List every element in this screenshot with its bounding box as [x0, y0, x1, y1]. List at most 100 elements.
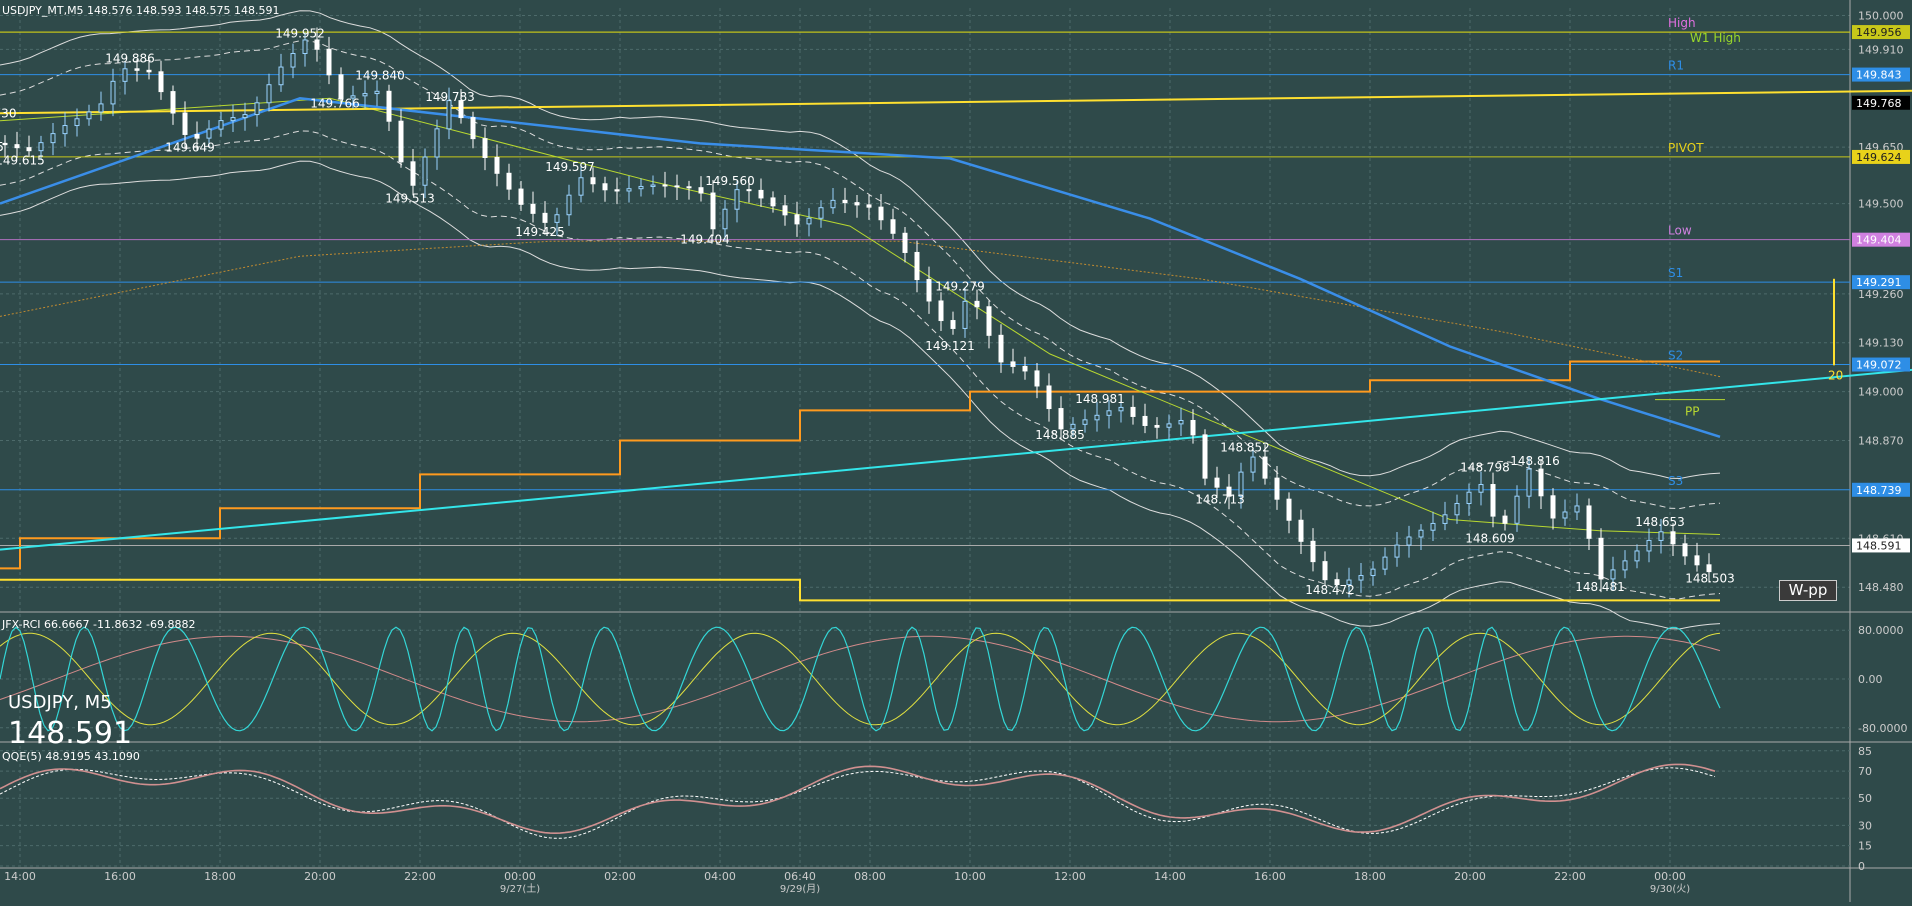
candle-body: [950, 320, 956, 329]
price-tag: [1852, 275, 1910, 290]
price-annotation: 148.816: [1510, 454, 1560, 468]
price-annotation: 149.560: [705, 174, 755, 188]
candle-body: [806, 217, 812, 225]
time-axis-tick: 12:00: [1054, 870, 1086, 883]
candle-body: [1262, 456, 1268, 479]
candle-body: [1130, 406, 1136, 417]
time-axis-date: 9/29(月): [780, 883, 820, 895]
candle-body: [938, 300, 944, 322]
candle-body: [410, 161, 416, 186]
price-axis-tick: 149.000: [1858, 386, 1904, 399]
rci-axis-tick: 80.0000: [1858, 624, 1904, 637]
candle-body: [1046, 385, 1052, 410]
qqe-line: [0, 763, 1716, 835]
candle-body: [854, 202, 860, 206]
candle-body: [290, 53, 296, 68]
price-tag-label: 149.404: [1856, 234, 1902, 247]
time-axis-date: 9/30(火): [1650, 883, 1690, 895]
trend-line-yellow: [0, 89, 1912, 115]
price-annotation: 148.713: [1195, 493, 1245, 507]
candle-body: [146, 69, 152, 73]
candle-body: [1430, 522, 1436, 531]
pivot-level-label: S1: [1668, 266, 1683, 280]
price-tag: [1852, 95, 1910, 110]
candle-body: [1106, 410, 1112, 416]
pivot-level-label: W1 High: [1690, 31, 1741, 45]
candle-body: [482, 138, 488, 158]
price-annotation: 149.649: [165, 141, 215, 155]
candle-body: [1478, 484, 1484, 493]
price-annotation: 148.609: [1465, 532, 1515, 546]
price-tag: [1852, 25, 1910, 40]
candle-body: [554, 214, 560, 223]
price-annotation: 149.615: [0, 153, 45, 167]
candle-body: [878, 206, 884, 221]
price-axis-tick: 149.260: [1858, 288, 1904, 301]
candle-body: [674, 185, 680, 188]
candle-body: [1466, 491, 1472, 505]
candle-body: [1238, 471, 1244, 497]
price-annotation: 148.472: [1305, 583, 1355, 597]
candle-body: [1658, 531, 1664, 541]
candle-body: [1202, 434, 1208, 479]
time-axis-tick: 16:00: [1254, 870, 1286, 883]
candle-body: [842, 199, 848, 204]
qqe-axis-tick: 70: [1858, 765, 1872, 778]
candle-body: [1694, 555, 1700, 566]
candle-body: [986, 306, 992, 336]
price-annotation: 148.503: [1685, 572, 1735, 586]
candle-body: [326, 48, 332, 76]
candle-body: [1682, 543, 1688, 557]
price-axis-tick: 148.870: [1858, 435, 1904, 448]
candle-body: [38, 142, 44, 152]
band-upper-inner: [0, 40, 1721, 510]
qqe-signal-line: [0, 767, 1716, 839]
price-tag-label: 149.072: [1856, 359, 1902, 372]
candle-body: [194, 133, 200, 139]
candle-body: [1562, 511, 1568, 519]
price-tag-label: 148.739: [1856, 484, 1902, 497]
candle-body: [998, 334, 1004, 363]
candle-body: [1286, 498, 1292, 521]
price-tag: [1852, 482, 1910, 497]
time-axis-tick: 04:00: [704, 870, 736, 883]
candle-body: [1490, 484, 1496, 517]
price-tag-label: 149.768: [1856, 97, 1902, 110]
candle-body: [794, 214, 800, 225]
ma-orange-dotted: [0, 240, 1721, 378]
candle-body: [590, 177, 596, 185]
price-annotation: 148.653: [1635, 515, 1685, 529]
candle-body: [1454, 503, 1460, 516]
step-line-yellow: [0, 578, 1720, 602]
candle-body: [1358, 575, 1364, 581]
price-annotation: 149.121: [925, 339, 975, 353]
candle-body: [974, 300, 980, 308]
time-axis-date: 9/27(土): [500, 882, 540, 895]
candle-body: [830, 199, 836, 209]
price-axis-tick: 149.910: [1858, 43, 1904, 56]
candle-body: [1418, 529, 1424, 538]
candle-body: [158, 71, 164, 93]
candle-body: [338, 74, 344, 99]
candle-body: [1142, 415, 1148, 426]
price-tag-label: 149.291: [1856, 276, 1902, 289]
rci-axis-tick: -80.0000: [1858, 722, 1907, 735]
step-line-orange: [0, 360, 1720, 570]
candle-body: [2, 142, 8, 146]
candle-body: [1394, 544, 1400, 558]
candle-body: [350, 95, 356, 99]
wpp-button[interactable]: W-pp: [1779, 580, 1837, 601]
candle-body: [98, 103, 104, 113]
price-tag-label: 149.624: [1856, 151, 1902, 164]
candle-body: [1634, 550, 1640, 562]
candle-body: [266, 84, 272, 104]
candle-body: [206, 128, 212, 139]
candle-body: [422, 156, 428, 186]
candle-body: [362, 93, 368, 97]
price-axis-tick: 149.130: [1858, 337, 1904, 350]
candle-body: [434, 128, 440, 158]
candle-body: [86, 111, 92, 120]
candle-body: [1598, 537, 1604, 580]
pp-label: PP: [1685, 405, 1699, 419]
